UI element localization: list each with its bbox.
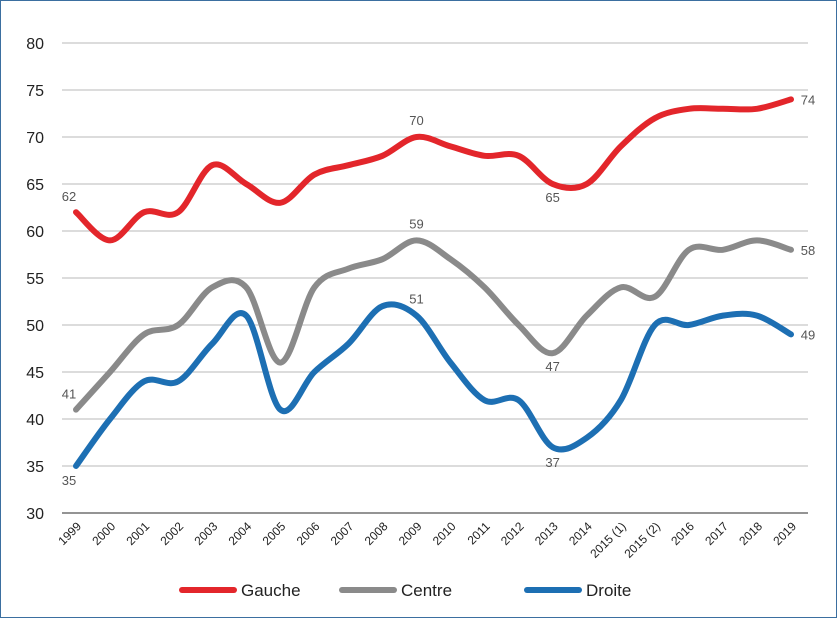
data-label: 35 bbox=[62, 473, 76, 488]
y-tick-label: 80 bbox=[26, 36, 44, 53]
data-label: 62 bbox=[62, 189, 76, 204]
data-label: 74 bbox=[801, 92, 815, 107]
x-tick-label: 2012 bbox=[498, 519, 527, 548]
data-labels: 62 70 65 74 41 59 47 58 35 51 37 49 bbox=[62, 92, 815, 488]
data-label: 65 bbox=[545, 190, 559, 205]
legend-label: Droite bbox=[586, 581, 631, 600]
x-tick-label: 2017 bbox=[702, 519, 731, 548]
x-tick-label: 2006 bbox=[294, 519, 323, 548]
y-tick-label: 70 bbox=[26, 130, 44, 147]
x-tick-label: 2014 bbox=[566, 519, 595, 548]
x-tick-label: 2001 bbox=[123, 519, 152, 548]
y-tick-label: 65 bbox=[26, 177, 44, 194]
legend: Gauche Centre Droite bbox=[179, 581, 631, 600]
x-tick-label: 2003 bbox=[192, 519, 221, 548]
y-tick-label: 40 bbox=[26, 412, 44, 429]
x-tick-label: 2002 bbox=[157, 519, 186, 548]
x-tick-label: 2005 bbox=[260, 519, 289, 548]
series-lines bbox=[73, 96, 794, 469]
x-tick-label: 2008 bbox=[362, 519, 391, 548]
data-label: 41 bbox=[62, 387, 76, 402]
y-tick-label: 45 bbox=[26, 365, 44, 382]
data-label: 70 bbox=[409, 113, 423, 128]
y-tick-label: 55 bbox=[26, 271, 44, 288]
y-tick-label: 30 bbox=[26, 506, 44, 523]
x-tick-label: 2011 bbox=[465, 519, 493, 547]
x-tick-label: 1999 bbox=[55, 519, 84, 548]
data-label: 37 bbox=[545, 455, 559, 470]
data-label: 59 bbox=[409, 216, 423, 231]
series-line-droite bbox=[73, 301, 794, 469]
series-line-gauche bbox=[73, 96, 794, 244]
data-label: 51 bbox=[409, 292, 423, 307]
legend-label: Centre bbox=[401, 581, 452, 600]
y-axis-ticks: 30 35 40 45 50 55 60 65 70 75 80 bbox=[26, 36, 44, 523]
x-tick-label: 2013 bbox=[532, 519, 561, 548]
y-tick-label: 50 bbox=[26, 318, 44, 335]
x-tick-label: 2010 bbox=[430, 519, 459, 548]
x-tick-label: 2015 (1) bbox=[587, 519, 629, 561]
legend-label: Gauche bbox=[241, 581, 301, 600]
y-tick-label: 75 bbox=[26, 83, 44, 100]
x-tick-label: 2000 bbox=[89, 519, 118, 548]
x-axis-ticks: 1999 2000 2001 2002 2003 2004 2005 2006 2007 2008… bbox=[55, 519, 799, 561]
x-tick-label: 2009 bbox=[396, 519, 425, 548]
data-label: 47 bbox=[545, 359, 559, 374]
x-tick-label: 2018 bbox=[736, 519, 765, 548]
data-label: 58 bbox=[801, 243, 815, 258]
data-label: 49 bbox=[801, 327, 815, 342]
x-tick-label: 2019 bbox=[770, 519, 799, 548]
y-tick-label: 35 bbox=[26, 459, 44, 476]
x-tick-label: 2016 bbox=[668, 519, 697, 548]
series-line-centre bbox=[73, 237, 794, 413]
x-tick-label: 2015 (2) bbox=[621, 519, 663, 561]
y-tick-label: 60 bbox=[26, 224, 44, 241]
gridlines bbox=[62, 42, 808, 514]
x-tick-label: 2004 bbox=[226, 519, 255, 548]
x-tick-label: 2007 bbox=[328, 519, 357, 548]
